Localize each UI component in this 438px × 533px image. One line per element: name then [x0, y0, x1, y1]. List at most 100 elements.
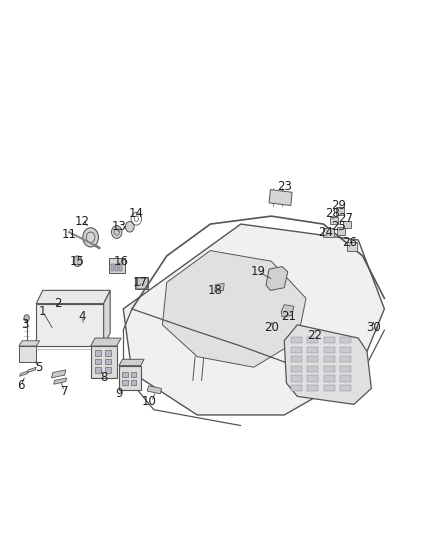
FancyBboxPatch shape	[95, 350, 102, 356]
Polygon shape	[215, 284, 224, 292]
Text: 7: 7	[61, 385, 68, 398]
Polygon shape	[28, 367, 36, 373]
FancyBboxPatch shape	[340, 375, 351, 382]
Text: 18: 18	[207, 284, 222, 297]
Polygon shape	[119, 359, 144, 366]
Polygon shape	[104, 290, 110, 346]
FancyBboxPatch shape	[291, 375, 302, 382]
Text: 22: 22	[307, 329, 322, 342]
FancyBboxPatch shape	[307, 356, 318, 362]
FancyBboxPatch shape	[324, 346, 335, 353]
FancyBboxPatch shape	[110, 258, 124, 273]
FancyBboxPatch shape	[307, 337, 318, 343]
FancyBboxPatch shape	[307, 366, 318, 372]
Text: 24: 24	[318, 225, 333, 239]
Polygon shape	[36, 290, 110, 304]
FancyBboxPatch shape	[291, 366, 302, 372]
FancyBboxPatch shape	[324, 366, 335, 372]
FancyBboxPatch shape	[119, 366, 141, 390]
FancyBboxPatch shape	[340, 346, 351, 353]
FancyBboxPatch shape	[336, 207, 344, 215]
Circle shape	[83, 228, 99, 247]
FancyBboxPatch shape	[307, 385, 318, 391]
FancyBboxPatch shape	[122, 372, 127, 377]
Polygon shape	[53, 378, 67, 384]
FancyBboxPatch shape	[324, 337, 335, 343]
FancyBboxPatch shape	[36, 304, 104, 346]
Text: 6: 6	[17, 379, 25, 392]
Polygon shape	[123, 224, 385, 415]
Text: 16: 16	[113, 255, 129, 268]
Text: 1: 1	[39, 305, 46, 318]
Text: 17: 17	[133, 276, 148, 289]
FancyBboxPatch shape	[324, 385, 335, 391]
Text: 5: 5	[35, 361, 42, 374]
FancyBboxPatch shape	[119, 264, 122, 271]
Circle shape	[125, 221, 134, 232]
FancyBboxPatch shape	[291, 356, 302, 362]
FancyBboxPatch shape	[336, 227, 345, 235]
FancyBboxPatch shape	[291, 385, 302, 391]
FancyBboxPatch shape	[340, 385, 351, 391]
FancyBboxPatch shape	[340, 337, 351, 343]
FancyBboxPatch shape	[105, 367, 111, 373]
Text: 4: 4	[78, 310, 86, 324]
Text: 9: 9	[115, 387, 123, 400]
Text: 19: 19	[251, 265, 266, 278]
FancyBboxPatch shape	[122, 381, 127, 385]
FancyBboxPatch shape	[95, 367, 102, 373]
FancyBboxPatch shape	[284, 304, 311, 330]
FancyBboxPatch shape	[131, 381, 136, 385]
Polygon shape	[19, 341, 40, 346]
FancyBboxPatch shape	[136, 278, 147, 288]
FancyBboxPatch shape	[105, 359, 111, 364]
Polygon shape	[162, 251, 306, 367]
FancyBboxPatch shape	[323, 228, 334, 237]
FancyBboxPatch shape	[19, 346, 36, 362]
FancyBboxPatch shape	[343, 221, 351, 228]
FancyBboxPatch shape	[324, 356, 335, 362]
Polygon shape	[147, 386, 162, 394]
Polygon shape	[20, 371, 28, 376]
FancyBboxPatch shape	[347, 242, 357, 251]
Text: 12: 12	[74, 215, 89, 228]
Polygon shape	[51, 370, 66, 378]
FancyBboxPatch shape	[241, 290, 269, 319]
FancyBboxPatch shape	[330, 217, 338, 224]
Text: 21: 21	[281, 310, 296, 324]
Text: 29: 29	[331, 199, 346, 212]
FancyBboxPatch shape	[95, 359, 102, 364]
FancyBboxPatch shape	[239, 288, 271, 322]
Text: 27: 27	[338, 212, 353, 225]
Text: 25: 25	[331, 220, 346, 233]
Text: 13: 13	[111, 220, 126, 233]
FancyBboxPatch shape	[291, 337, 302, 343]
FancyBboxPatch shape	[105, 350, 111, 356]
FancyBboxPatch shape	[291, 346, 302, 353]
Circle shape	[73, 256, 82, 266]
Text: 11: 11	[61, 228, 76, 241]
FancyBboxPatch shape	[307, 375, 318, 382]
Text: 20: 20	[264, 321, 279, 334]
Text: 23: 23	[277, 181, 292, 193]
Text: 30: 30	[366, 321, 381, 334]
Text: 8: 8	[100, 372, 107, 384]
FancyBboxPatch shape	[115, 264, 118, 271]
FancyBboxPatch shape	[307, 346, 318, 353]
FancyBboxPatch shape	[91, 346, 117, 378]
Polygon shape	[281, 305, 294, 317]
Text: 2: 2	[54, 297, 62, 310]
Polygon shape	[269, 190, 292, 206]
FancyBboxPatch shape	[111, 264, 114, 271]
Text: 10: 10	[142, 395, 157, 408]
Polygon shape	[266, 266, 288, 290]
Circle shape	[266, 321, 276, 334]
Text: 3: 3	[21, 318, 29, 332]
Text: 26: 26	[342, 236, 357, 249]
Text: 28: 28	[325, 207, 339, 220]
FancyBboxPatch shape	[340, 356, 351, 362]
FancyBboxPatch shape	[135, 277, 148, 289]
FancyBboxPatch shape	[131, 372, 136, 377]
Circle shape	[370, 322, 378, 332]
Text: 14: 14	[129, 207, 144, 220]
